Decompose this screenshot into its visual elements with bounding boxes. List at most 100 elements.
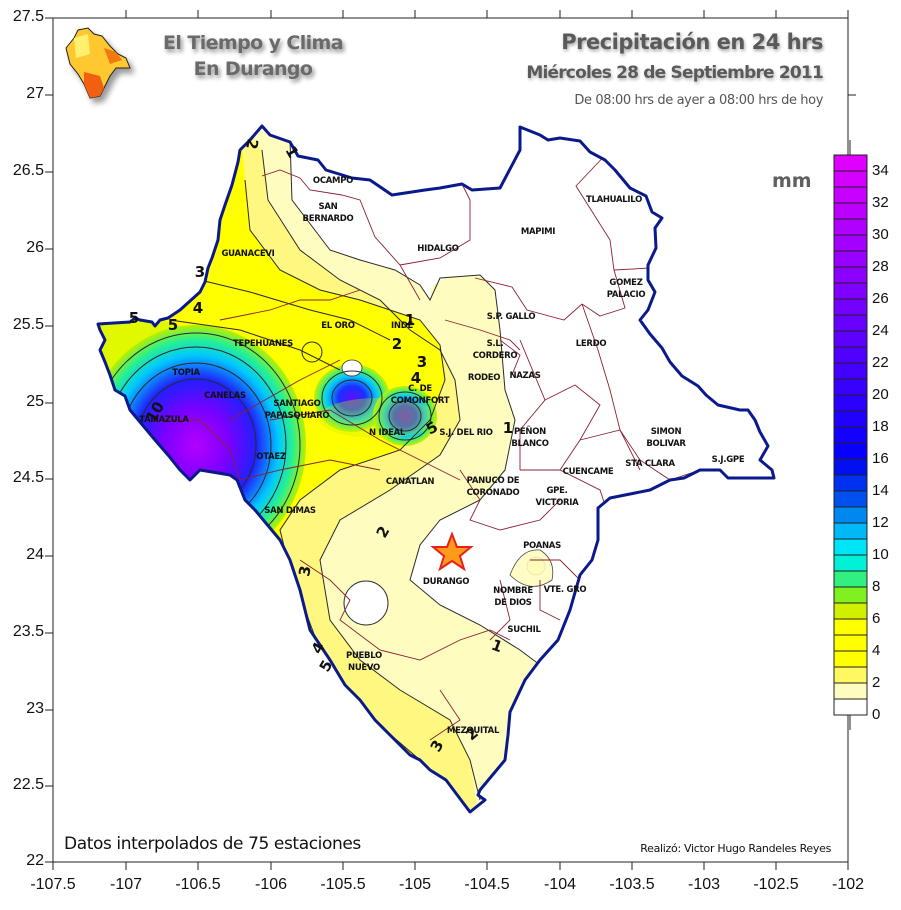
municipality-label: S.P. GALLO (486, 312, 536, 322)
municipality-label: S.J.GPE (711, 455, 745, 465)
colorbar-tick: 2 (872, 674, 881, 691)
x-tick-label: -105.5 (320, 876, 366, 893)
municipality-label: MAPIMI (520, 227, 556, 237)
municipality-label: DURANGO (422, 577, 470, 587)
municipality-label: OTAEZ (256, 452, 286, 462)
colorbar-tick: 6 (872, 610, 881, 627)
y-tick-label: 23.5 (12, 623, 44, 640)
municipality-label: EL ORO (321, 321, 355, 331)
map-period: De 08:00 hrs de ayer a 08:00 hrs de hoy (574, 93, 823, 108)
colorbar-tick: 28 (872, 258, 889, 275)
colorbar-tick: 14 (872, 482, 889, 499)
x-tick-label: -104 (543, 876, 577, 893)
municipality-label: TEPEHUANES (232, 339, 294, 349)
x-tick-label: -103.5 (609, 876, 655, 893)
contour-label: 4 (410, 369, 422, 387)
colorbar-tick: 34 (872, 162, 889, 179)
legend-unit: mm (772, 170, 812, 192)
x-axis-ticks (52, 10, 849, 870)
municipality-label: PEÑON BLANCO (511, 427, 549, 449)
y-tick-label: 23 (26, 700, 44, 717)
municipality-label: SUCHIL (507, 625, 541, 635)
colorbar (833, 140, 868, 730)
municipality-label: OCAMPO (312, 176, 354, 186)
x-tick-label: -103 (687, 876, 721, 893)
contour-label: 1 (404, 311, 416, 329)
capital-star-icon (430, 531, 474, 572)
y-tick-label: 25.5 (12, 316, 44, 333)
colorbar-tick: 18 (872, 418, 889, 435)
colorbar-tick: 12 (872, 514, 889, 531)
municipality-label: MEZQUITAL (446, 726, 500, 736)
municipality-label: TOPIA (172, 368, 200, 378)
y-tick-label: 26 (26, 239, 44, 256)
contour-label: 2 (391, 335, 403, 353)
municipality-label: STA CLARA (625, 459, 675, 469)
municipality-label: S.J. DEL RIO (439, 428, 493, 438)
municipality-label: SAN BERNARDO (302, 202, 354, 224)
municipality-label: SIMON BOLIVAR (646, 427, 686, 449)
x-tick-label: -106.5 (175, 876, 221, 893)
municipality-label: GUANACEVI (221, 249, 275, 259)
colorbar-tick: 22 (872, 354, 889, 371)
colorbar-tick: 20 (872, 386, 889, 403)
y-axis-ticks (45, 17, 856, 863)
state-border (96, 124, 776, 814)
colorbar-tick: 30 (872, 226, 889, 243)
brand-title: El Tiempo y Clima En Durango (148, 30, 358, 82)
colorbar-tick: 32 (872, 194, 889, 211)
municipality-label: SANTIAGO PAPASQUIARO (264, 399, 330, 421)
municipality-label: LERDO (575, 339, 607, 349)
municipality-label: PANUCO DE CORONADO (466, 476, 520, 498)
y-tick-label: 27 (26, 85, 44, 102)
municipality-label: S.L. CORDERO (472, 339, 518, 361)
colorbar-tick: 26 (872, 290, 889, 307)
municipality-label: NOMBRE DE DIOS (493, 586, 533, 608)
municipality-label: INDE (391, 321, 413, 331)
author-credit: Realizó: Victor Hugo Randeles Reyes (640, 842, 831, 855)
y-tick-label: 24.5 (12, 469, 44, 486)
brand-line-2: En Durango (193, 58, 313, 80)
map-title: Precipitación en 24 hrs (561, 30, 823, 54)
contour-label: 3 (416, 353, 428, 371)
y-tick-label: 25 (26, 393, 44, 410)
municipality-label: GPE. VICTORIA (535, 486, 579, 508)
colorbar-tick: 24 (872, 322, 889, 339)
map-date: Miércoles 28 de Septiembre 2011 (526, 63, 823, 83)
municipality-label: NAZAS (509, 371, 541, 381)
y-tick-label: 22 (26, 852, 44, 869)
municipality-borders (155, 149, 701, 741)
municipality-label: C. DE COMONFORT (390, 384, 450, 406)
contour-label: 5 (128, 309, 140, 327)
municipality-label: GOMEZ PALACIO (606, 278, 646, 300)
contour-label: 4 (192, 299, 204, 317)
municipality-label: HIDALGO (417, 244, 459, 254)
colorbar-tick: 0 (872, 706, 881, 723)
x-tick-label: -102 (831, 876, 865, 893)
x-tick-label: -106 (254, 876, 288, 893)
municipality-label: CANATLAN (385, 477, 435, 487)
municipality-label: TAMAZULA (139, 415, 189, 425)
x-tick-label: -102.5 (753, 876, 799, 893)
y-tick-label: 24 (26, 546, 44, 563)
x-tick-label: -104.5 (464, 876, 510, 893)
municipality-label: RODEO (467, 373, 501, 383)
brand-line-1: El Tiempo y Clima (163, 32, 344, 54)
municipality-label: TLAHUALILO (585, 195, 643, 205)
colorbar-tick: 10 (872, 546, 889, 563)
colorbar-tick: 16 (872, 450, 889, 467)
x-tick-label: -105 (398, 876, 432, 893)
municipality-label: PUEBLO NUEVO (346, 651, 382, 673)
municipality-label: SAN DIMAS (264, 506, 316, 516)
municipality-label: CUENCAME (562, 467, 614, 477)
colorbar-tick: 8 (872, 578, 881, 595)
y-tick-label: 22.5 (12, 776, 44, 793)
logo-map-icon (65, 27, 131, 99)
municipality-label: POANAS (523, 541, 561, 551)
municipality-label: CANELAS (204, 391, 246, 401)
municipality-label: VTE. GRO (543, 585, 587, 595)
y-tick-label: 27.5 (12, 8, 44, 25)
municipality-label: N IDEAL (369, 428, 405, 438)
